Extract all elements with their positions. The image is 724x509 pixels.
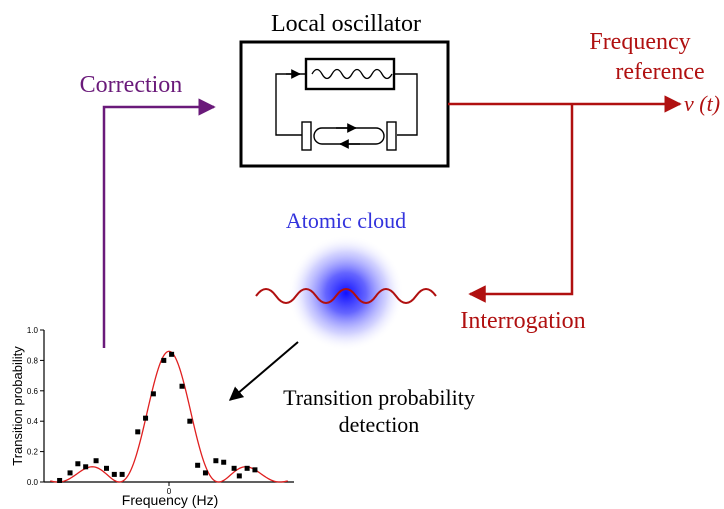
data-point [236, 473, 242, 479]
y-tick-label: 1.0 [27, 326, 39, 335]
data-point [67, 470, 73, 476]
data-point [143, 415, 149, 421]
data-point [111, 471, 117, 477]
data-point [195, 462, 201, 468]
data-point [135, 429, 141, 435]
y-axis-label: Transition probability [10, 346, 25, 466]
data-point [57, 477, 63, 483]
correction-arrow [102, 98, 216, 348]
cavity-loop [313, 127, 385, 145]
y-tick-label: 0.0 [27, 478, 39, 487]
detection-label-line2: detection [339, 412, 420, 437]
y-tick-label: 0.6 [27, 387, 39, 396]
x-tick-label: 0 [167, 487, 172, 496]
data-point [169, 351, 175, 357]
data-point [83, 464, 89, 470]
local-oscillator-label: Local oscillator [271, 11, 421, 37]
data-point [221, 459, 227, 465]
transition-probability-chart: 0.0 0.2 0.4 0.6 0.8 1.0 0 Frequency (Hz) Tran… [10, 326, 294, 508]
data-point [244, 465, 250, 471]
data-point [75, 461, 81, 467]
cavity-mirror-left [301, 121, 312, 151]
y-tick-label: 0.4 [27, 417, 39, 426]
detection-arrow [228, 341, 299, 401]
frequency-reference-label-line1: Frequency [589, 29, 690, 55]
frequency-reference-label-line2: reference [615, 59, 704, 85]
fit-curve [50, 350, 288, 483]
data-point [93, 458, 99, 464]
y-tick-label: 0.8 [27, 356, 39, 365]
data-point [119, 471, 125, 477]
interrogation-arrow [468, 104, 574, 303]
x-axis-label: Frequency (Hz) [122, 492, 218, 508]
y-tick-label: 0.2 [27, 448, 39, 457]
data-point [213, 458, 219, 464]
data-point [231, 465, 237, 471]
data-point [161, 357, 167, 363]
correction-label: Correction [80, 72, 183, 98]
cavity-mirror-right [386, 121, 397, 151]
atomic-cloud-label: Atomic cloud [286, 208, 406, 233]
data-point [150, 391, 156, 397]
data-point [104, 465, 109, 471]
detection-label-line1: Transition probability [283, 385, 475, 410]
interrogation-label: Interrogation [460, 308, 585, 334]
oscillator-circuit [275, 57, 418, 151]
oscillator-wave-icon [311, 68, 393, 80]
data-point [187, 418, 193, 424]
data-point [202, 470, 208, 476]
interrogation-wave-icon [255, 288, 437, 304]
data-point [252, 467, 258, 473]
data-point [179, 383, 185, 389]
nu-symbol: ν (t) [684, 91, 720, 116]
atomic-cloud [288, 235, 404, 351]
